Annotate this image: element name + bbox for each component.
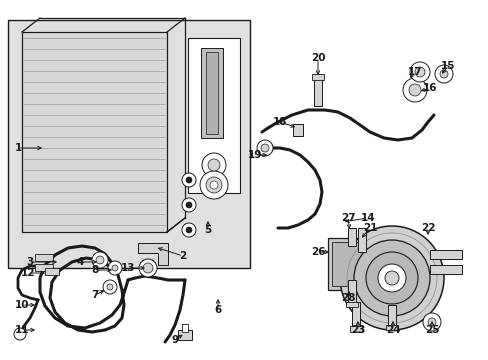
Text: 14: 14 (360, 213, 375, 223)
Text: 8: 8 (91, 265, 99, 275)
Circle shape (202, 153, 225, 177)
Bar (429, 265, 461, 274)
Bar (429, 250, 461, 259)
Text: 17: 17 (407, 67, 422, 77)
Bar (349, 326, 361, 332)
Text: 20: 20 (310, 53, 325, 63)
Circle shape (139, 259, 157, 277)
Text: 26: 26 (310, 247, 325, 257)
Circle shape (414, 67, 424, 77)
Text: 25: 25 (424, 325, 438, 335)
Text: 28: 28 (340, 293, 354, 303)
Circle shape (185, 202, 192, 208)
Circle shape (339, 226, 443, 330)
Text: 2: 2 (179, 251, 186, 261)
Bar (347, 280, 355, 304)
Circle shape (96, 256, 104, 264)
Bar (292, 124, 303, 136)
Circle shape (107, 284, 113, 290)
Text: 27: 27 (340, 213, 355, 223)
Circle shape (408, 84, 420, 96)
Bar (331, 242, 365, 286)
Circle shape (92, 252, 108, 268)
Circle shape (185, 177, 192, 183)
Circle shape (142, 263, 153, 273)
Bar (351, 302, 359, 328)
Text: 22: 22 (420, 223, 434, 233)
Bar (182, 324, 187, 332)
Bar (22, 32, 167, 232)
Bar (8, 20, 249, 268)
Circle shape (200, 171, 227, 199)
Text: 13: 13 (121, 263, 135, 273)
Circle shape (384, 271, 398, 285)
Bar (346, 302, 357, 307)
Polygon shape (138, 243, 168, 265)
Bar (385, 325, 397, 330)
Circle shape (409, 62, 429, 82)
Text: 6: 6 (214, 305, 221, 315)
Circle shape (402, 78, 426, 102)
Text: 19: 19 (247, 150, 262, 160)
Text: 12: 12 (20, 268, 35, 278)
Circle shape (108, 261, 122, 275)
Circle shape (353, 240, 429, 316)
Text: 10: 10 (15, 300, 29, 310)
Circle shape (185, 227, 192, 233)
Bar (357, 228, 365, 252)
Circle shape (257, 140, 272, 156)
Circle shape (14, 328, 26, 340)
Bar (201, 48, 223, 138)
Circle shape (209, 181, 218, 189)
Text: 1: 1 (14, 143, 21, 153)
Bar (35, 254, 53, 261)
Bar (313, 78, 321, 106)
Circle shape (439, 70, 447, 78)
Circle shape (427, 318, 435, 326)
Circle shape (182, 198, 196, 212)
Bar (45, 268, 59, 275)
Circle shape (434, 65, 452, 83)
Bar (35, 264, 53, 271)
Text: 11: 11 (15, 325, 29, 335)
Bar (187, 38, 240, 193)
Text: 7: 7 (91, 290, 99, 300)
Text: 5: 5 (204, 225, 211, 235)
Text: 9: 9 (171, 335, 178, 345)
Bar (205, 52, 218, 134)
Bar (327, 238, 369, 290)
Circle shape (112, 265, 118, 271)
Circle shape (377, 264, 405, 292)
Circle shape (182, 173, 196, 187)
Bar (178, 330, 192, 340)
Circle shape (261, 144, 268, 152)
Text: 3: 3 (26, 257, 34, 267)
Circle shape (205, 177, 222, 193)
Bar (311, 74, 324, 80)
Circle shape (182, 223, 196, 237)
Text: 18: 18 (272, 117, 286, 127)
Text: 21: 21 (362, 223, 376, 233)
Bar (387, 305, 395, 327)
Text: 24: 24 (385, 325, 400, 335)
Text: 4: 4 (76, 257, 83, 267)
Text: 23: 23 (350, 325, 365, 335)
Text: 15: 15 (440, 61, 454, 71)
Circle shape (422, 313, 440, 331)
Circle shape (103, 280, 117, 294)
Bar (347, 228, 355, 246)
Circle shape (365, 252, 417, 304)
Text: 16: 16 (422, 83, 436, 93)
Circle shape (207, 159, 220, 171)
